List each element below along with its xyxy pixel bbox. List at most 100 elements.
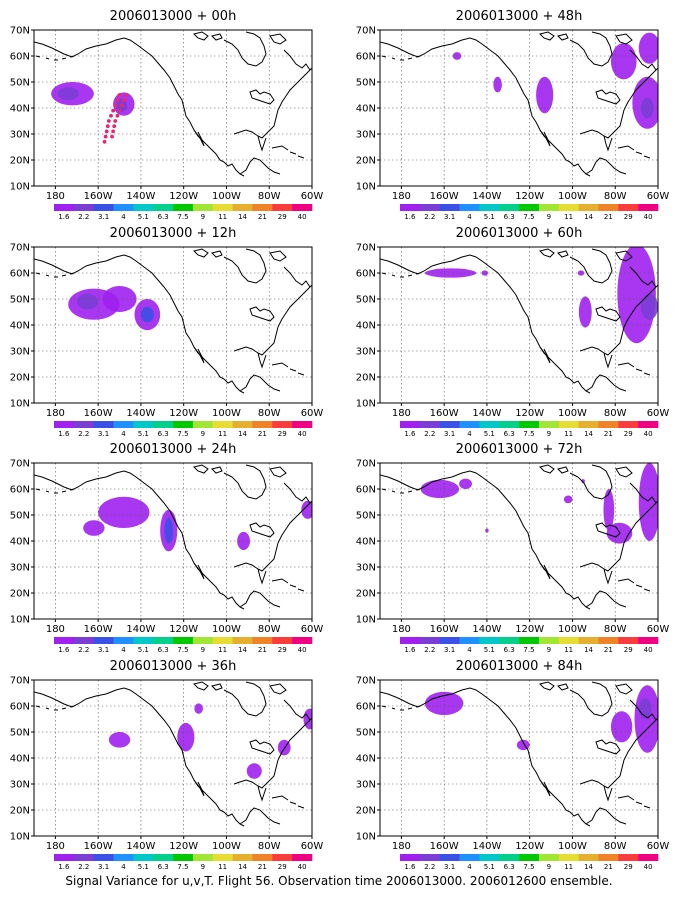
lat-tick-label: 70N — [356, 26, 376, 37]
colorbar-label: 6.3 — [504, 646, 515, 654]
colorbar-swatch — [232, 421, 253, 428]
colorbar-swatch — [459, 204, 480, 211]
observation-dot — [117, 93, 122, 97]
lat-tick-label: 30N — [10, 347, 30, 358]
colorbar-label: 1.6 — [58, 430, 70, 438]
colorbar-label: 6.3 — [504, 213, 515, 221]
panel-title: 2006013000 + 00h — [110, 9, 237, 24]
lon-tick-label: 60W — [301, 624, 324, 635]
colorbar-swatch — [558, 421, 579, 428]
lon-tick-label: 160W — [430, 408, 459, 419]
colorbar-label: 14 — [584, 863, 593, 871]
lat-tick-label: 30N — [10, 130, 30, 141]
lat-tick-label: 30N — [356, 563, 376, 574]
lon-tick-label: 100W — [212, 841, 241, 852]
colorbar-swatch — [419, 637, 440, 644]
lon-tick-label: 180 — [46, 408, 65, 419]
observation-dot — [115, 113, 120, 118]
colorbar-label: 7.5 — [523, 863, 534, 871]
colorbar-label: 11 — [218, 430, 227, 438]
colorbar-swatch — [578, 421, 599, 428]
colorbar-swatch — [439, 637, 460, 644]
colorbar-swatch — [93, 854, 114, 861]
colorbar-swatch — [618, 854, 639, 861]
colorbar-swatch — [400, 637, 421, 644]
lon-tick-label: 60W — [301, 408, 324, 419]
colorbar-label: 9 — [201, 430, 205, 438]
colorbar-swatch — [113, 637, 134, 644]
lon-tick-label: 100W — [558, 624, 587, 635]
map-background — [34, 680, 312, 836]
lat-tick-label: 60N — [10, 52, 30, 63]
colorbar-swatch — [419, 204, 440, 211]
colorbar-swatch — [212, 637, 233, 644]
observation-dot — [115, 98, 120, 103]
lat-tick-label: 20N — [356, 156, 376, 167]
colorbar-swatch — [598, 421, 619, 428]
lat-tick-label: 50N — [10, 728, 30, 739]
observation-dot — [102, 139, 107, 144]
lat-tick-label: 30N — [10, 780, 30, 791]
lon-tick-label: 140W — [472, 191, 501, 202]
lat-tick-label: 20N — [356, 806, 376, 817]
lon-tick-label: 180 — [46, 624, 65, 635]
colorbar-swatch — [73, 421, 94, 428]
colorbar-label: 21 — [604, 213, 613, 221]
colorbar-swatch — [54, 204, 75, 211]
observation-dot — [113, 103, 118, 108]
lat-tick-label: 40N — [10, 537, 30, 548]
variance-contour — [610, 43, 637, 80]
colorbar-label: 2.2 — [424, 430, 435, 438]
colorbar-label: 2.2 — [78, 646, 89, 654]
colorbar-swatch — [519, 421, 540, 428]
colorbar-label: 3.1 — [444, 863, 455, 871]
lon-tick-label: 100W — [558, 408, 587, 419]
colorbar-swatch — [93, 204, 114, 211]
colorbar-swatch — [479, 854, 500, 861]
colorbar-swatch — [272, 854, 293, 861]
observation-dot — [121, 98, 126, 103]
colorbar-label: 21 — [604, 863, 613, 871]
colorbar-swatch — [272, 421, 293, 428]
lon-tick-label: 160W — [84, 408, 113, 419]
colorbar-swatch — [538, 421, 560, 428]
variance-contour — [581, 479, 585, 484]
colorbar-swatch — [192, 204, 214, 211]
colorbar-label: 7.5 — [177, 213, 188, 221]
lon-tick-label: 60W — [647, 408, 670, 419]
colorbar-label: 14 — [584, 430, 593, 438]
observation-dot — [117, 108, 122, 113]
colorbar-swatch — [113, 204, 134, 211]
colorbar-label: 6.3 — [158, 213, 169, 221]
colorbar-label: 2.2 — [78, 863, 89, 871]
variance-contour — [301, 500, 312, 519]
colorbar-swatch — [232, 854, 253, 861]
lat-tick-label: 60N — [10, 702, 30, 713]
observation-dot — [105, 124, 110, 129]
map-panel: 2006013000 + 00h 70N 60N 50N 40N 30N 20N 10N 180… — [10, 9, 324, 221]
variance-contour — [237, 531, 250, 551]
colorbar-swatch — [192, 637, 214, 644]
variance-contour — [98, 496, 150, 528]
lon-tick-label: 60W — [301, 841, 324, 852]
variance-contour — [164, 517, 174, 544]
observation-dot — [106, 119, 111, 123]
colorbar-label: 9 — [201, 863, 205, 871]
map-panel: 2006013000 + 84h 70N 60N 50N 40N 30N 20N 10N 180… — [356, 659, 670, 871]
lon-tick-label: 80W — [258, 624, 281, 635]
lon-tick-label: 80W — [604, 841, 627, 852]
lat-tick-label: 70N — [10, 459, 30, 470]
colorbar-swatch — [272, 637, 293, 644]
colorbar-swatch — [578, 204, 599, 211]
colorbar-swatch — [638, 204, 659, 211]
variance-contour — [638, 463, 658, 541]
colorbar-label: 29 — [624, 863, 633, 871]
lon-tick-label: 80W — [258, 408, 281, 419]
colorbar-swatch — [479, 421, 500, 428]
lon-tick-label: 60W — [647, 841, 670, 852]
lat-tick-label: 10N — [10, 832, 30, 843]
colorbar-swatch — [192, 421, 214, 428]
observation-dot — [110, 134, 114, 139]
colorbar-label: 14 — [584, 646, 593, 654]
variance-contour — [485, 528, 489, 533]
